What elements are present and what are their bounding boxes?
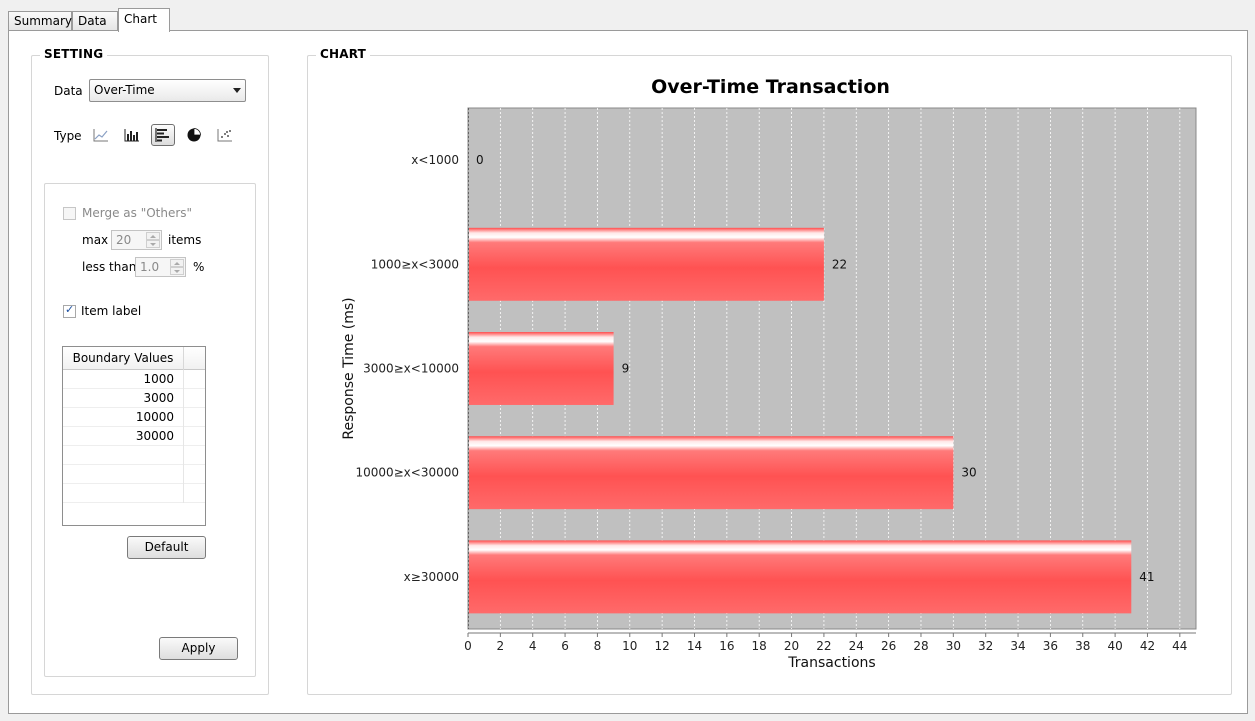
data-label: 22 <box>832 257 847 271</box>
x-tick-label: 16 <box>719 639 734 653</box>
data-label: 0 <box>476 153 484 167</box>
type-label: Type <box>54 129 82 143</box>
chart-tab-panel: SETTING Data Over-Time Type Merge as "Ot… <box>8 30 1248 714</box>
data-label: 30 <box>961 466 976 480</box>
x-tick-label: 28 <box>913 639 928 653</box>
bar-chart: 0 x<1000 22 1000≥x<3000 9 3000≥x<10000 30 10000… <box>308 56 1231 694</box>
boundary-value-cell[interactable]: 30000 <box>63 427 184 446</box>
x-tick-label: 34 <box>1010 639 1025 653</box>
x-tick-label: 22 <box>816 639 831 653</box>
bar <box>469 436 953 509</box>
data-label: 9 <box>622 362 630 376</box>
table-row[interactable] <box>63 446 205 465</box>
apply-button[interactable]: Apply <box>159 637 238 660</box>
less-than-label: less than <box>82 260 136 274</box>
percent-label: % <box>193 260 204 274</box>
bar-chart-icon[interactable] <box>120 124 144 146</box>
stepper-up-icon[interactable] <box>146 232 160 240</box>
item-label-checkbox[interactable]: ✓ <box>63 305 76 318</box>
category-label: x<1000 <box>411 153 459 167</box>
x-tick-label: 32 <box>978 639 993 653</box>
boundary-value-cell[interactable]: 1000 <box>63 370 184 389</box>
chevron-down-icon[interactable] <box>233 88 241 93</box>
bar <box>469 540 1131 613</box>
stepper-down-icon[interactable] <box>146 240 160 248</box>
checkmark-icon: ✓ <box>65 303 74 316</box>
less-than-value: 1.0 <box>140 260 159 274</box>
empty-cell[interactable] <box>63 446 184 465</box>
scatter-chart-icon[interactable] <box>213 124 237 146</box>
x-tick-label: 14 <box>687 639 702 653</box>
table-header: Boundary Values <box>63 347 205 370</box>
merge-others-label: Merge as "Others" <box>82 206 192 220</box>
x-tick-label: 36 <box>1043 639 1058 653</box>
x-tick-label: 18 <box>752 639 767 653</box>
x-tick-label: 6 <box>561 639 569 653</box>
bar <box>469 332 614 405</box>
horizontal-bar-chart-icon[interactable] <box>151 124 175 146</box>
table-row[interactable]: 1000 <box>63 370 205 389</box>
default-button[interactable]: Default <box>127 536 206 559</box>
line-chart-icon[interactable] <box>89 124 113 146</box>
table-row[interactable]: 3000 <box>63 389 205 408</box>
empty-cell[interactable] <box>63 465 184 484</box>
category-label: 3000≥x<10000 <box>363 362 459 376</box>
x-tick-label: 8 <box>594 639 602 653</box>
bar <box>469 228 824 301</box>
setting-group: SETTING Data Over-Time Type Merge as "Ot… <box>31 55 269 695</box>
x-tick-label: 38 <box>1075 639 1090 653</box>
stepper-up-icon[interactable] <box>170 259 184 267</box>
less-than-stepper[interactable]: 1.0 <box>135 257 186 277</box>
max-label: max <box>82 233 108 247</box>
x-axis-label: Transactions <box>787 655 875 671</box>
data-select-value: Over-Time <box>94 83 155 97</box>
data-select[interactable]: Over-Time <box>89 79 246 102</box>
x-tick-label: 30 <box>946 639 961 653</box>
tab-data[interactable]: Data <box>72 11 118 31</box>
tab-chart[interactable]: Chart <box>118 8 170 32</box>
boundary-value-cell[interactable]: 3000 <box>63 389 184 408</box>
max-items-value: 20 <box>116 233 131 247</box>
x-tick-label: 40 <box>1107 639 1122 653</box>
boundary-value-cell[interactable]: 10000 <box>63 408 184 427</box>
x-tick-label: 2 <box>497 639 505 653</box>
x-tick-label: 12 <box>654 639 669 653</box>
x-tick-label: 44 <box>1172 639 1187 653</box>
x-tick-label: 0 <box>464 639 472 653</box>
stepper-down-icon[interactable] <box>170 267 184 275</box>
boundary-values-header[interactable]: Boundary Values <box>63 347 184 370</box>
max-items-stepper[interactable]: 20 <box>111 230 162 250</box>
data-label: Data <box>54 84 83 98</box>
merge-others-checkbox[interactable] <box>63 207 76 220</box>
category-label: x≥30000 <box>404 570 459 584</box>
x-tick-label: 4 <box>529 639 537 653</box>
data-label: 41 <box>1139 570 1154 584</box>
item-label-text: Item label <box>81 304 141 318</box>
category-label: 1000≥x<3000 <box>371 257 459 271</box>
items-label: items <box>168 233 201 247</box>
x-tick-label: 20 <box>784 639 799 653</box>
tab-summary[interactable]: Summary <box>8 11 72 31</box>
y-axis-label: Response Time (ms) <box>341 297 357 439</box>
table-row[interactable] <box>63 484 205 503</box>
x-tick-label: 42 <box>1140 639 1155 653</box>
x-tick-label: 24 <box>849 639 864 653</box>
category-label: 10000≥x<30000 <box>355 466 459 480</box>
boundary-values-table[interactable]: Boundary Values 1000 3000 10000 30000 <box>62 346 206 526</box>
table-row[interactable]: 10000 <box>63 408 205 427</box>
setting-title: SETTING <box>40 47 107 61</box>
x-tick-label: 10 <box>622 639 637 653</box>
table-row[interactable]: 30000 <box>63 427 205 446</box>
empty-cell[interactable] <box>63 484 184 503</box>
pie-chart-icon[interactable] <box>182 124 206 146</box>
table-row[interactable] <box>63 465 205 484</box>
chart-group: CHART Over-Time Transaction 0 x<1000 22 100… <box>307 55 1232 695</box>
x-tick-label: 26 <box>881 639 896 653</box>
